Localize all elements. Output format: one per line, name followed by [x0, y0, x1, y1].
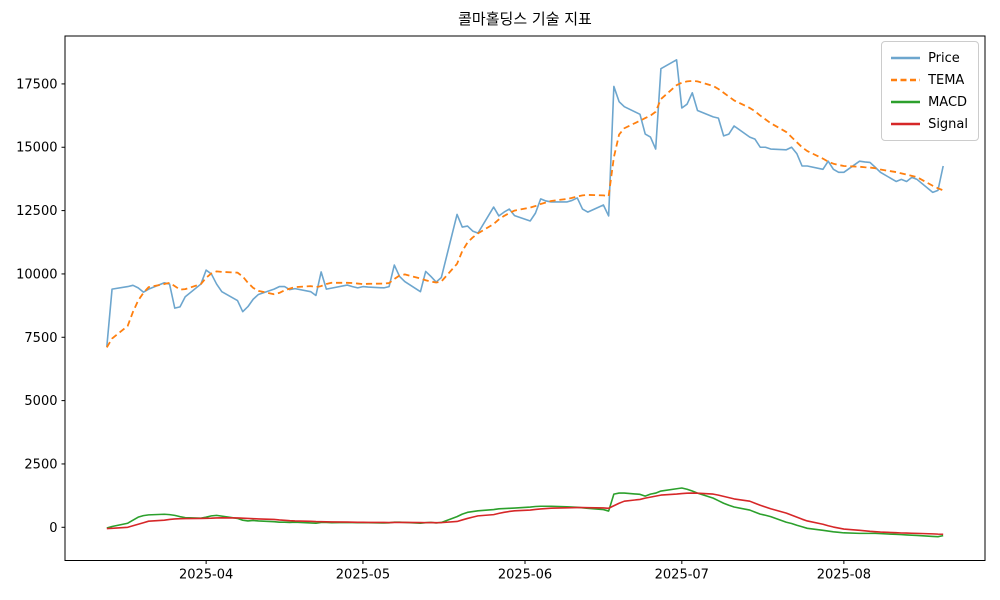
x-tick-label: 2025-08 — [817, 568, 871, 583]
x-tick-label: 2025-04 — [179, 568, 233, 583]
macd-line — [106, 487, 944, 538]
y-tick-label: 17500 — [16, 77, 57, 92]
y-tick-label: 5000 — [24, 394, 57, 409]
legend-line-sample-tema — [891, 78, 921, 82]
y-tick-label: 12500 — [16, 204, 57, 219]
legend-line-sample-price — [891, 56, 921, 60]
x-tick-label: 2025-07 — [655, 568, 709, 583]
y-tick-label: 10000 — [16, 267, 57, 282]
chart-title: 콜마홀딩스 기술 지표 — [458, 10, 592, 28]
legend-line-sample-macd — [891, 100, 921, 104]
y-tick-label: 2500 — [24, 457, 57, 472]
legend-label-price: Price — [928, 50, 960, 66]
legend-label-tema: TEMA — [928, 72, 965, 88]
tema-line — [106, 79, 944, 348]
legend-line-sample-signal — [891, 122, 921, 126]
legend: Price TEMA MACD Signal — [881, 41, 979, 141]
legend-label-signal: Signal — [928, 116, 968, 132]
legend-item-signal: Signal — [891, 113, 968, 135]
x-tick-label: 2025-05 — [336, 568, 390, 583]
legend-label-macd: MACD — [928, 94, 968, 110]
legend-item-macd: MACD — [891, 91, 968, 113]
axes-frame — [64, 35, 986, 561]
x-tick-label: 2025-06 — [498, 568, 552, 583]
price-line — [106, 59, 944, 347]
y-tick-label: 15000 — [16, 141, 57, 156]
legend-item-tema: TEMA — [891, 69, 968, 91]
y-tick-label: 0 — [49, 521, 57, 536]
signal-line — [106, 492, 944, 536]
y-tick-label: 7500 — [24, 331, 57, 346]
legend-item-price: Price — [891, 47, 968, 69]
